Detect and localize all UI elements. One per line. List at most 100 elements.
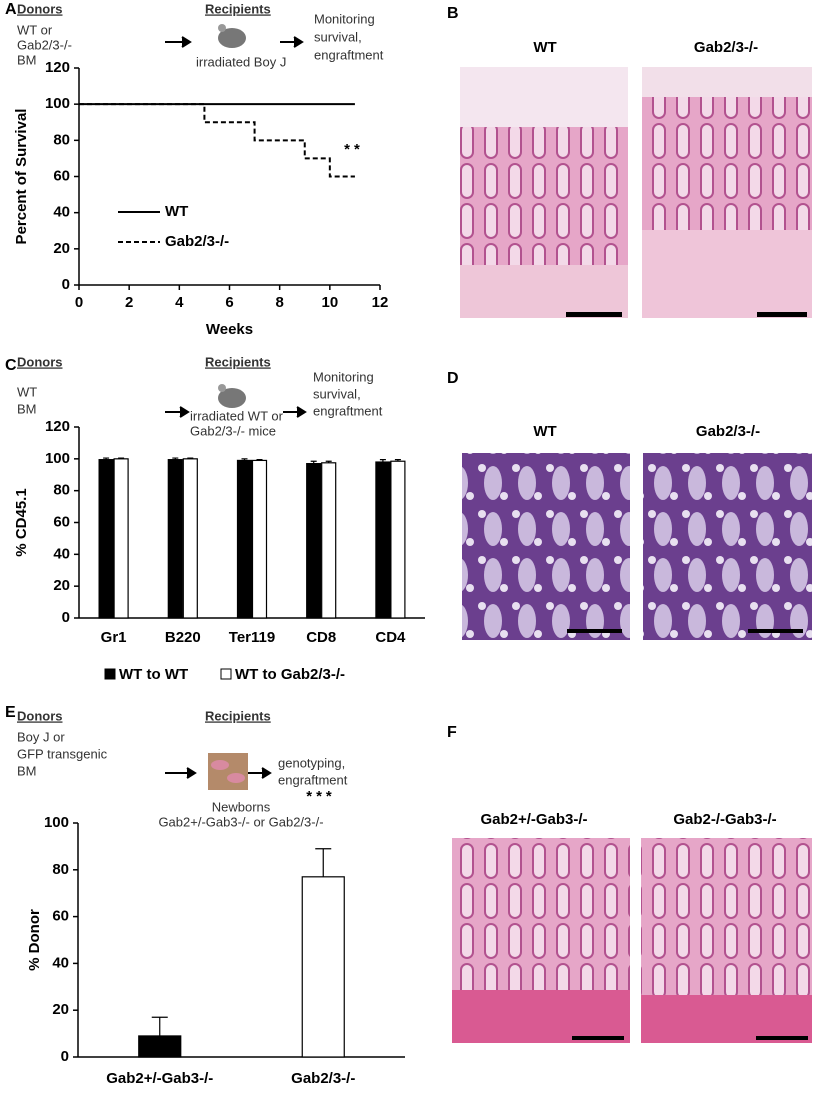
x-tick-label: Ter119 [229,629,275,646]
micrograph-label: Gab2-/-Gab3-/- [673,811,776,828]
error-bar [241,458,248,461]
annotation: ** [344,141,364,158]
x-tick-label: CD4 [375,629,406,646]
schematic-heading: Donors [17,1,63,16]
y-tick-label: 100 [45,95,70,112]
survival-line [79,103,355,178]
y-tick-label: 0 [61,1048,69,1065]
mouse-icon [218,24,226,32]
schematic-text: Newborns [212,799,271,814]
panel-label: E [5,704,16,721]
error-bar [118,457,125,459]
y-tick-label: 100 [45,450,70,467]
x-tick-label: Gab2/3-/- [291,1070,355,1087]
micrograph-label: Gab2+/-Gab3-/- [480,811,587,828]
schematic-text: BM [17,52,37,67]
mouse-icon [218,388,246,408]
schematic-text: survival, [314,29,362,44]
schematic-text: WT or [17,22,53,37]
schematic-heading: Donors [17,354,63,369]
bar [167,459,183,619]
bar [321,462,337,619]
schematic-text: Monitoring [313,369,374,384]
y-tick-label: 20 [52,1001,69,1018]
error-bar [151,1016,168,1036]
y-tick-label: 80 [52,861,69,878]
error-bar [172,457,179,460]
x-tick-label: Gr1 [101,629,127,646]
annotation: *** [306,788,336,805]
bar [301,876,345,1058]
y-tick-label: 120 [45,418,70,435]
x-axis-label: Weeks [206,321,253,338]
x-tick-label: 10 [321,294,338,311]
y-tick-label: 20 [53,240,70,257]
schematic-text: irradiated WT or [190,408,284,423]
panel-label: C [5,357,17,374]
newborns-photo [211,760,229,770]
schematic-text: engraftment [313,403,383,418]
scale-bar [567,629,622,633]
micrograph-label: WT [533,39,556,56]
schematic-text: engraftment [314,47,384,62]
x-tick-label: 0 [75,294,83,311]
error-bar [187,457,194,459]
schematic-text: Gab2/3-/- mice [190,423,276,438]
x-tick-label: 8 [275,294,283,311]
y-tick-label: 80 [53,482,70,499]
legend-label: WT [165,203,188,220]
y-tick-label: 120 [45,59,70,76]
y-tick-label: 0 [62,276,70,293]
y-tick-label: 40 [53,545,70,562]
y-axis-label: Percent of Survival [13,109,30,245]
schematic-text: genotyping, [278,755,345,770]
scale-bar [757,312,807,317]
mouse-icon [218,384,226,392]
x-tick-label: 4 [175,294,184,311]
micrograph [462,453,630,640]
schematic-text: WT [17,384,37,399]
y-tick-label: 60 [53,167,70,184]
y-tick-label: 40 [53,204,70,221]
scale-bar [748,629,803,633]
micrograph-region [642,230,812,318]
error-bar [256,459,263,461]
schematic-heading: Donors [17,708,63,723]
schematic-text: survival, [313,386,361,401]
bar [390,460,406,619]
error-bar [379,459,386,463]
micrograph-region [460,67,628,127]
micrograph-label: WT [533,423,556,440]
error-bar [103,457,110,460]
panel-label: A [5,1,17,18]
bar [182,458,198,619]
y-axis-label: % Donor [26,909,43,971]
x-tick-label: B220 [165,629,201,646]
y-tick-label: 20 [53,577,70,594]
error-bar [310,460,317,464]
bar [375,461,391,619]
y-tick-label: 60 [53,513,70,530]
mouse-icon [218,28,246,48]
schematic-text: Monitoring [314,11,375,26]
schematic-text: Gab2+/-Gab3-/- or Gab2/3-/- [158,814,323,829]
scale-bar [756,1036,808,1040]
micrograph-label: Gab2/3-/- [696,423,760,440]
legend-label: WT to WT [119,666,188,683]
y-tick-label: 100 [44,814,69,831]
micrograph-label: Gab2/3-/- [694,39,758,56]
x-tick-label: 2 [125,294,133,311]
schematic-text: GFP transgenic [17,746,108,761]
schematic-heading: Recipients [205,1,271,16]
schematic-heading: Recipients [205,354,271,369]
error-bar [315,848,332,877]
panel-label: B [447,5,459,22]
scale-bar [572,1036,624,1040]
x-tick-label: Gab2+/-Gab3-/- [106,1070,213,1087]
schematic-arrows [165,36,307,779]
newborns-photo [208,753,248,790]
schematic-text: Boy J or [17,729,65,744]
mouse-icons [208,24,248,790]
legend-swatch [104,668,116,680]
